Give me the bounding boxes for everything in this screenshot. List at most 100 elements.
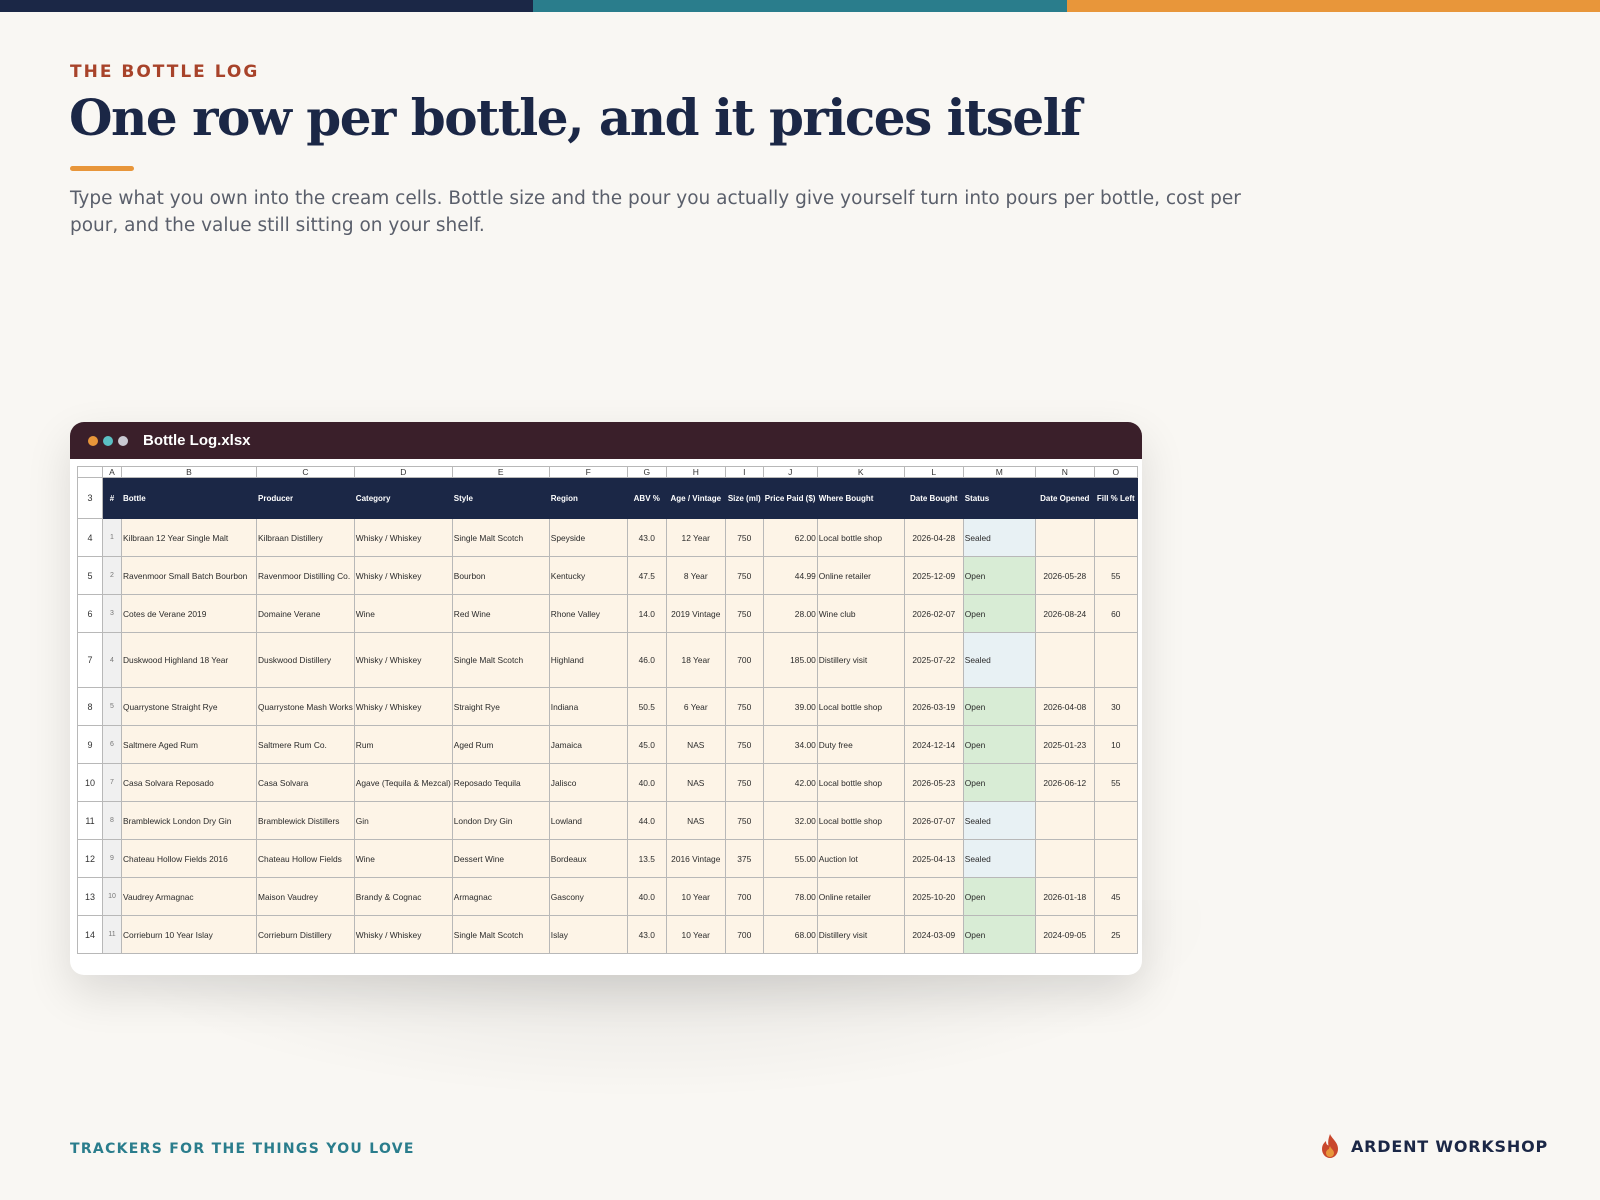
table-cell[interactable]: 10 bbox=[102, 877, 122, 916]
table-cell[interactable]: Armagnac bbox=[451, 877, 550, 916]
column-letter-header[interactable]: O bbox=[1093, 466, 1138, 478]
table-cell[interactable]: Online retailer bbox=[816, 556, 905, 595]
status-cell[interactable]: Sealed bbox=[962, 632, 1036, 688]
table-cell[interactable]: 42.00 bbox=[762, 763, 818, 802]
table-cell[interactable]: Straight Rye bbox=[451, 687, 550, 726]
status-cell[interactable]: Sealed bbox=[962, 518, 1036, 557]
column-header[interactable]: Date Opened bbox=[1034, 477, 1095, 519]
table-cell[interactable]: 750 bbox=[724, 556, 764, 595]
row-number[interactable]: 14 bbox=[77, 915, 103, 954]
row-number[interactable]: 10 bbox=[77, 763, 103, 802]
table-cell[interactable]: 46.0 bbox=[626, 632, 667, 688]
column-header[interactable]: Producer bbox=[256, 477, 355, 519]
table-cell[interactable]: 18 Year bbox=[665, 632, 726, 688]
table-cell[interactable]: Wine club bbox=[816, 594, 905, 633]
table-cell[interactable]: Maison Vaudrey bbox=[256, 877, 355, 916]
column-header[interactable]: Date Bought bbox=[903, 477, 964, 519]
table-cell[interactable]: Bourbon bbox=[451, 556, 550, 595]
table-cell[interactable]: 2026-06-12 bbox=[1034, 763, 1095, 802]
table-cell[interactable]: Bramblewick London Dry Gin bbox=[121, 801, 257, 840]
column-header[interactable]: Where Bought bbox=[816, 477, 905, 519]
column-letter-header[interactable]: A bbox=[102, 466, 122, 478]
table-cell[interactable]: 2025-04-13 bbox=[903, 839, 964, 878]
table-cell[interactable]: Kilbraan Distillery bbox=[256, 518, 355, 557]
table-cell[interactable] bbox=[1034, 839, 1095, 878]
table-cell[interactable]: 2024-03-09 bbox=[903, 915, 964, 954]
column-header[interactable]: Status bbox=[962, 477, 1036, 519]
status-cell[interactable]: Sealed bbox=[962, 801, 1036, 840]
table-cell[interactable]: 700 bbox=[724, 877, 764, 916]
column-letter-header[interactable]: N bbox=[1034, 466, 1095, 478]
table-cell[interactable]: Saltmere Aged Rum bbox=[121, 725, 257, 764]
table-cell[interactable]: Corrieburn Distillery bbox=[256, 915, 355, 954]
table-cell[interactable]: Indiana bbox=[548, 687, 628, 726]
table-cell[interactable]: 60 bbox=[1093, 594, 1138, 633]
table-cell[interactable]: Jamaica bbox=[548, 725, 628, 764]
table-cell[interactable]: 3 bbox=[102, 594, 122, 633]
table-cell[interactable]: Duty free bbox=[816, 725, 905, 764]
table-cell[interactable]: 5 bbox=[102, 687, 122, 726]
table-cell[interactable]: Quarrystone Straight Rye bbox=[121, 687, 257, 726]
table-cell[interactable]: 62.00 bbox=[762, 518, 818, 557]
table-cell[interactable]: 2026-01-18 bbox=[1034, 877, 1095, 916]
table-cell[interactable]: 55 bbox=[1093, 763, 1138, 802]
table-cell[interactable]: 2026-08-24 bbox=[1034, 594, 1095, 633]
table-cell[interactable]: 28.00 bbox=[762, 594, 818, 633]
table-cell[interactable]: 2 bbox=[102, 556, 122, 595]
table-cell[interactable]: Whisky / Whiskey bbox=[353, 632, 453, 688]
table-cell[interactable]: 44.0 bbox=[626, 801, 667, 840]
table-cell[interactable]: 2026-03-19 bbox=[903, 687, 964, 726]
column-letter-header[interactable]: J bbox=[762, 466, 818, 478]
status-cell[interactable]: Open bbox=[962, 877, 1036, 916]
table-cell[interactable]: 8 bbox=[102, 801, 122, 840]
table-cell[interactable]: 32.00 bbox=[762, 801, 818, 840]
table-cell[interactable]: 13.5 bbox=[626, 839, 667, 878]
table-cell[interactable]: Quarrystone Mash Works bbox=[256, 687, 355, 726]
table-cell[interactable] bbox=[1034, 801, 1095, 840]
status-cell[interactable]: Sealed bbox=[962, 839, 1036, 878]
status-cell[interactable]: Open bbox=[962, 763, 1036, 802]
column-header[interactable]: Fill % Left bbox=[1093, 477, 1138, 519]
table-cell[interactable]: Wine bbox=[353, 594, 453, 633]
table-cell[interactable]: Kilbraan 12 Year Single Malt bbox=[121, 518, 257, 557]
table-cell[interactable]: Bramblewick Distillers bbox=[256, 801, 355, 840]
table-cell[interactable]: 2025-12-09 bbox=[903, 556, 964, 595]
table-cell[interactable]: Corrieburn 10 Year Islay bbox=[121, 915, 257, 954]
table-cell[interactable]: 39.00 bbox=[762, 687, 818, 726]
column-letter-header[interactable]: E bbox=[451, 466, 550, 478]
table-cell[interactable]: 44.99 bbox=[762, 556, 818, 595]
table-cell[interactable]: Casa Solvara bbox=[256, 763, 355, 802]
table-cell[interactable]: Distillery visit bbox=[816, 632, 905, 688]
table-cell[interactable]: Brandy & Cognac bbox=[353, 877, 453, 916]
table-cell[interactable]: Duskwood Distillery bbox=[256, 632, 355, 688]
table-cell[interactable]: 2026-05-28 bbox=[1034, 556, 1095, 595]
table-cell[interactable]: 700 bbox=[724, 632, 764, 688]
status-cell[interactable]: Open bbox=[962, 594, 1036, 633]
table-cell[interactable]: Jalisco bbox=[548, 763, 628, 802]
column-header[interactable]: # bbox=[102, 477, 122, 519]
table-cell[interactable]: Local bottle shop bbox=[816, 763, 905, 802]
column-letter-header[interactable]: M bbox=[962, 466, 1036, 478]
table-cell[interactable]: 375 bbox=[724, 839, 764, 878]
table-cell[interactable]: 78.00 bbox=[762, 877, 818, 916]
table-cell[interactable] bbox=[1034, 518, 1095, 557]
table-cell[interactable]: 4 bbox=[102, 632, 122, 688]
row-number[interactable]: 6 bbox=[77, 594, 103, 633]
column-letter-header[interactable]: I bbox=[724, 466, 764, 478]
column-header[interactable]: Size (ml) bbox=[724, 477, 764, 519]
table-cell[interactable]: 750 bbox=[724, 518, 764, 557]
table-cell[interactable]: 47.5 bbox=[626, 556, 667, 595]
table-cell[interactable]: Reposado Tequila bbox=[451, 763, 550, 802]
column-letter-header[interactable]: G bbox=[626, 466, 667, 478]
row-number[interactable]: 11 bbox=[77, 801, 103, 840]
table-cell[interactable] bbox=[1093, 839, 1138, 878]
row-number[interactable]: 12 bbox=[77, 839, 103, 878]
row-number[interactable]: 5 bbox=[77, 556, 103, 595]
table-cell[interactable]: London Dry Gin bbox=[451, 801, 550, 840]
row-number[interactable]: 8 bbox=[77, 687, 103, 726]
table-cell[interactable]: 40.0 bbox=[626, 763, 667, 802]
table-cell[interactable]: 10 Year bbox=[665, 877, 726, 916]
table-cell[interactable]: 2026-05-23 bbox=[903, 763, 964, 802]
table-cell[interactable]: NAS bbox=[665, 763, 726, 802]
table-cell[interactable]: Highland bbox=[548, 632, 628, 688]
